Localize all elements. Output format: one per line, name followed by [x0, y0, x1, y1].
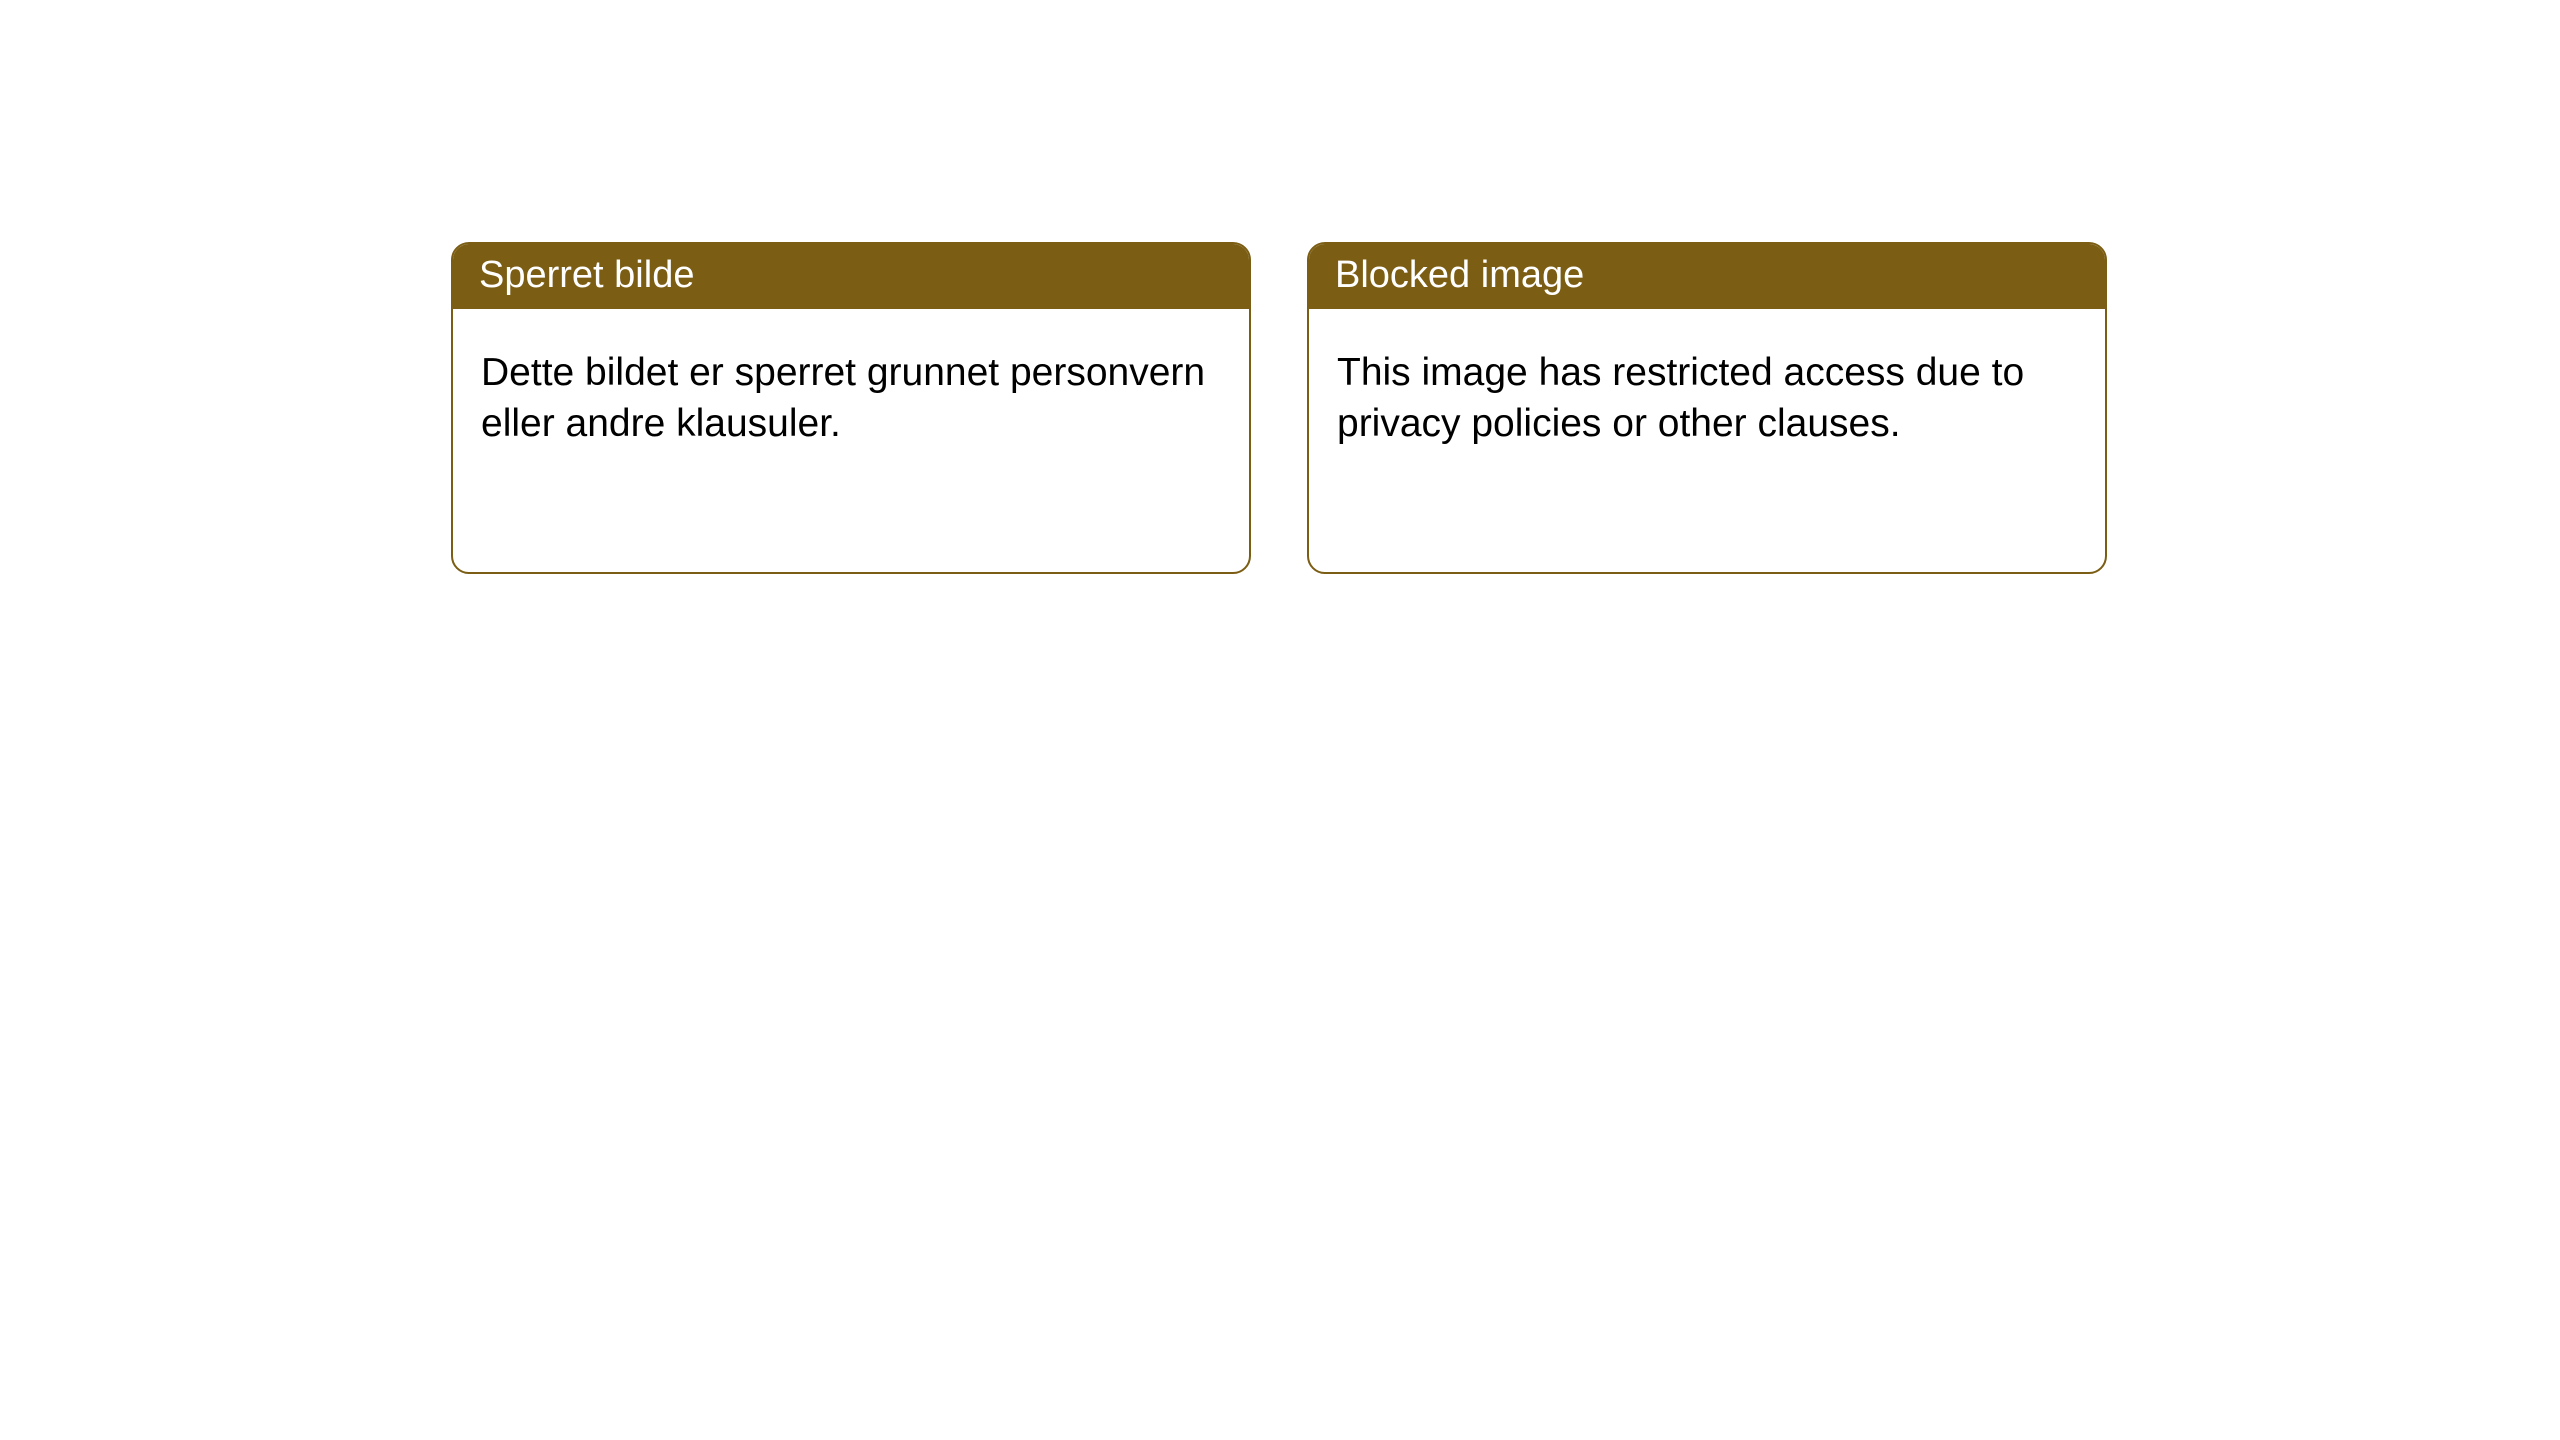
notice-card-english: Blocked image This image has restricted … — [1307, 242, 2107, 574]
notice-body: This image has restricted access due to … — [1309, 309, 2105, 478]
notice-card-norwegian: Sperret bilde Dette bildet er sperret gr… — [451, 242, 1251, 574]
notice-header: Blocked image — [1309, 244, 2105, 309]
notice-header: Sperret bilde — [453, 244, 1249, 309]
notice-body: Dette bildet er sperret grunnet personve… — [453, 309, 1249, 478]
notice-text: This image has restricted access due to … — [1337, 351, 2024, 445]
notice-title: Sperret bilde — [479, 254, 694, 296]
notice-container: Sperret bilde Dette bildet er sperret gr… — [451, 242, 2107, 574]
notice-title: Blocked image — [1335, 254, 1584, 296]
notice-text: Dette bildet er sperret grunnet personve… — [481, 351, 1205, 445]
